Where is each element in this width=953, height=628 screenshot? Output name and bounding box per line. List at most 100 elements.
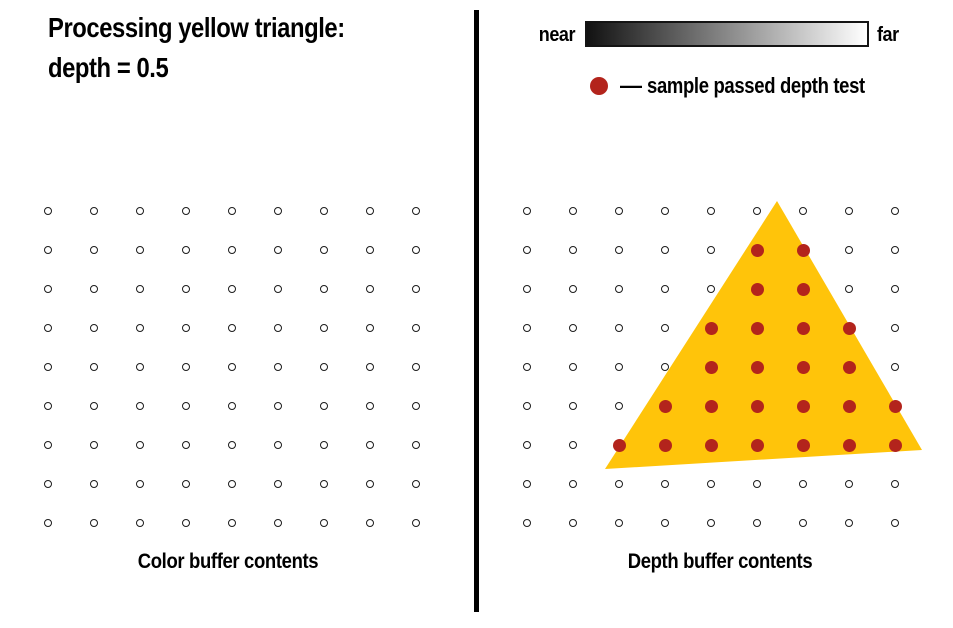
sample-circle xyxy=(181,323,190,332)
sample-circle xyxy=(89,206,98,215)
sample-circle xyxy=(412,245,421,254)
sample-circle xyxy=(614,362,623,371)
depth-buffer-caption: Depth buffer contents xyxy=(627,550,813,573)
sample-circle xyxy=(614,206,623,215)
sample-circle xyxy=(274,362,283,371)
sample-circle xyxy=(89,323,98,332)
sample-circle xyxy=(891,284,900,293)
sample-circle xyxy=(135,323,144,332)
sample-circle xyxy=(274,284,283,293)
sample-circle xyxy=(320,284,329,293)
sample-circle xyxy=(366,206,375,215)
sample-circle xyxy=(89,518,98,527)
sample-circle xyxy=(568,401,577,410)
sample-circle xyxy=(707,245,715,254)
sample-circle xyxy=(43,284,52,293)
legend-dash: — xyxy=(620,73,642,98)
passed-sample-dot xyxy=(797,399,811,413)
passed-sample-dot xyxy=(612,438,626,452)
sample-circle xyxy=(181,362,190,371)
sample-circle xyxy=(320,518,329,527)
sample-circle xyxy=(568,284,577,293)
depth-scale-far-label: far xyxy=(877,24,899,46)
sample-circle xyxy=(614,323,623,332)
sample-circle xyxy=(320,479,329,488)
passed-sample-dot xyxy=(843,360,857,374)
title-line-2: depth = 0.5 xyxy=(48,52,169,83)
passed-sample-marker-icon xyxy=(590,77,608,95)
sample-circle xyxy=(135,362,144,371)
sample-circle xyxy=(412,479,421,488)
sample-circle xyxy=(799,206,808,215)
sample-circle xyxy=(799,518,808,527)
passed-sample-dot xyxy=(658,438,672,452)
sample-circle xyxy=(707,284,715,293)
passed-sample-legend: — sample passed depth test xyxy=(590,74,906,98)
title-line-1: Processing yellow triangle: xyxy=(48,12,345,43)
sample-circle xyxy=(228,284,236,293)
yellow-triangle-shape xyxy=(605,201,922,469)
sample-circle xyxy=(135,440,144,449)
sample-circle xyxy=(366,401,375,410)
sample-circle xyxy=(43,323,52,332)
sample-circle xyxy=(89,479,98,488)
sample-circle xyxy=(274,518,283,527)
sample-circle xyxy=(522,284,531,293)
sample-circle xyxy=(320,440,329,449)
passed-sample-dot xyxy=(751,438,764,452)
sample-circle xyxy=(891,206,900,215)
sample-circle xyxy=(753,479,762,488)
sample-circle xyxy=(181,518,190,527)
sample-circle xyxy=(274,479,283,488)
sample-circle xyxy=(707,479,715,488)
sample-circle xyxy=(320,401,329,410)
sample-circle xyxy=(845,284,854,293)
sample-circle xyxy=(412,323,421,332)
sample-circle xyxy=(660,362,669,371)
sample-circle xyxy=(660,206,669,215)
depth-scale-near-label: near xyxy=(538,24,576,46)
passed-sample-dot xyxy=(843,399,857,413)
sample-circle xyxy=(522,362,531,371)
sample-circle xyxy=(891,245,900,254)
sample-circle xyxy=(228,245,236,254)
sample-circle xyxy=(522,323,531,332)
sample-circle xyxy=(181,245,190,254)
sample-circle xyxy=(43,245,52,254)
sample-circle xyxy=(412,284,421,293)
sample-circle xyxy=(614,479,623,488)
sample-circle xyxy=(412,206,421,215)
passed-sample-dot xyxy=(751,243,764,257)
sample-circle xyxy=(660,479,669,488)
sample-circle xyxy=(707,206,715,215)
sample-circle xyxy=(614,245,623,254)
sample-circle xyxy=(228,323,236,332)
passed-sample-dot xyxy=(751,399,764,413)
passed-sample-dot xyxy=(889,399,903,413)
sample-circle xyxy=(522,206,531,215)
sample-circle xyxy=(43,440,52,449)
sample-circle xyxy=(43,206,52,215)
sample-circle xyxy=(366,284,375,293)
sample-circle xyxy=(135,284,144,293)
sample-circle xyxy=(320,206,329,215)
sample-circle xyxy=(660,245,669,254)
passed-sample-dot xyxy=(751,360,764,374)
passed-sample-dot xyxy=(843,438,857,452)
sample-circle xyxy=(320,245,329,254)
passed-sample-dot xyxy=(843,321,857,335)
sample-circle xyxy=(181,284,190,293)
sample-circle xyxy=(614,401,623,410)
sample-circle xyxy=(181,440,190,449)
passed-sample-dot xyxy=(797,321,811,335)
sample-circle xyxy=(845,518,854,527)
sample-circle xyxy=(412,518,421,527)
sample-circle xyxy=(753,206,762,215)
sample-circle xyxy=(845,206,854,215)
sample-circle xyxy=(522,440,531,449)
passed-sample-dot xyxy=(704,438,718,452)
sample-circle xyxy=(614,284,623,293)
sample-circle xyxy=(891,479,900,488)
sample-circle xyxy=(568,323,577,332)
